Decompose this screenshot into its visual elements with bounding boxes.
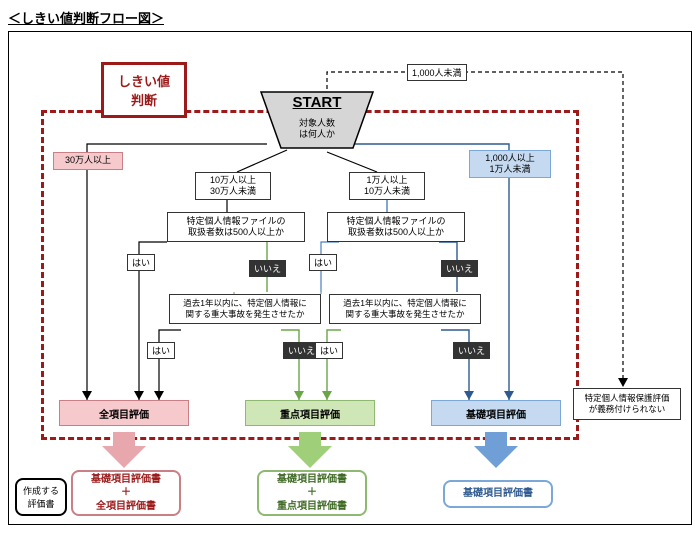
start-sub: 対象人数 は何人か	[257, 118, 377, 140]
arrow-full	[102, 446, 146, 468]
q2-left: 過去1年以内に、特定個人情報に 関する重大事故を発生させたか	[169, 294, 321, 324]
branch-100k-300k: 10万人以上 30万人未満	[195, 172, 271, 200]
start-node: START 対象人数 は何人か	[257, 88, 377, 152]
branch-300k: 30万人以上	[53, 152, 123, 170]
q1r-yes: はい	[309, 254, 337, 271]
arrow-focus-stem	[299, 432, 321, 446]
q2r-no: いいえ	[453, 342, 490, 359]
deliverable-basic: 基礎項目評価書	[443, 480, 553, 508]
deliverable-full: 基礎項目評価書 ＋ 全項目評価書	[71, 470, 181, 516]
q1-left: 特定個人情報ファイルの 取扱者数は500人以上か	[167, 212, 305, 242]
arrow-basic-stem	[485, 432, 507, 446]
arrow-focus	[288, 446, 332, 468]
branch-1k-10k: 1,000人以上 1万人未満	[469, 150, 551, 178]
result-basic: 基礎項目評価	[431, 400, 561, 426]
q1-right: 特定個人情報ファイルの 取扱者数は500人以上か	[327, 212, 465, 242]
q1l-no: いいえ	[249, 260, 286, 277]
q2-right: 過去1年以内に、特定個人情報に 関する重大事故を発生させたか	[329, 294, 481, 324]
result-full: 全項目評価	[59, 400, 189, 426]
region-title: しきい値 判断	[101, 62, 187, 118]
branch-10k-100k: 1万人以上 10万人未満	[349, 172, 425, 200]
deliverable-focus: 基礎項目評価書 ＋ 重点項目評価書	[257, 470, 367, 516]
page-title: ＜しきい値判断フロー図＞	[8, 8, 692, 27]
q2r-yes: はい	[315, 342, 343, 359]
branch-under-1k: 1,000人未満	[407, 64, 467, 81]
q2l-yes: はい	[147, 342, 175, 359]
q1l-yes: はい	[127, 254, 155, 271]
result-focus: 重点項目評価	[245, 400, 375, 426]
q1r-no: いいえ	[441, 260, 478, 277]
arrow-basic	[474, 446, 518, 468]
flowchart-frame: しきい値 判断	[8, 31, 692, 525]
deliverable-label: 作成する 評価書	[15, 478, 67, 516]
exempt-box: 特定個人情報保護評価 が義務付けられない	[573, 388, 681, 420]
start-title: START	[257, 94, 377, 111]
arrow-full-stem	[113, 432, 135, 446]
